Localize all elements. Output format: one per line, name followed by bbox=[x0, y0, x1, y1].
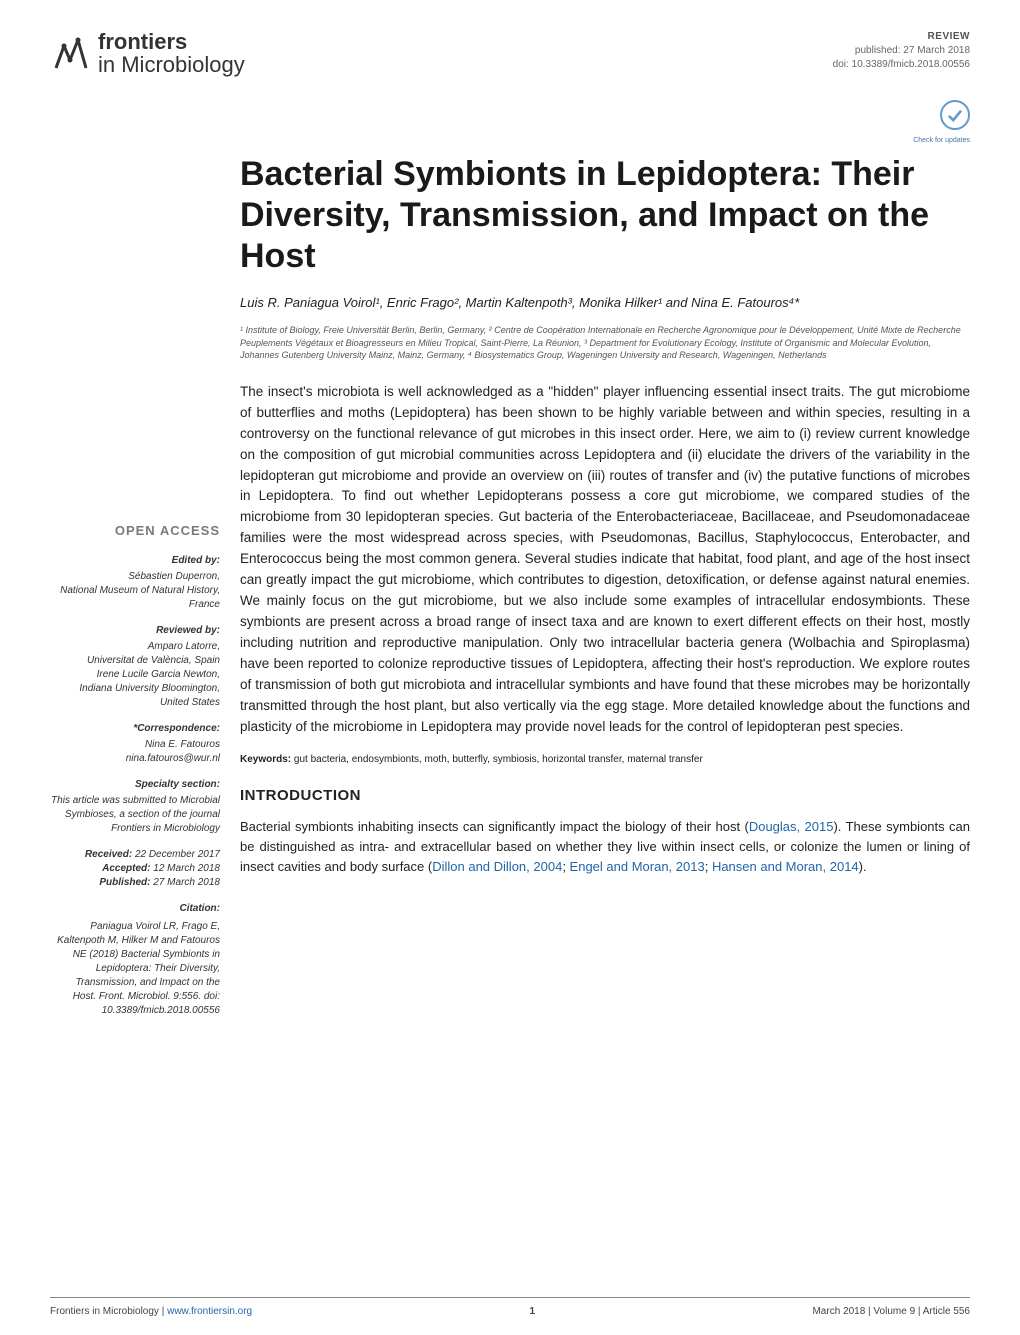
footer-issue: March 2018 | Volume 9 | Article 556 bbox=[812, 1306, 970, 1317]
keywords-label: Keywords: bbox=[240, 754, 291, 765]
journal-name: frontiers in Microbiology bbox=[98, 30, 245, 76]
citation-hansen[interactable]: Hansen and Moran, 2014 bbox=[712, 859, 859, 874]
main-content-area: OPEN ACCESS Edited by: Sébastien Duperro… bbox=[0, 362, 1020, 1018]
reviewer1-institution: Universitat de València, Spain bbox=[50, 654, 220, 668]
publication-metadata: REVIEW published: 27 March 2018 doi: 10.… bbox=[833, 30, 970, 72]
correspondence-label: *Correspondence: bbox=[50, 722, 220, 736]
journal-logo: frontiers in Microbiology bbox=[50, 30, 245, 76]
citation-text: Paniagua Voirol LR, Frago E, Kaltenpoth … bbox=[50, 920, 220, 1018]
footer-left: Frontiers in Microbiology | www.frontier… bbox=[50, 1306, 252, 1317]
specialty-label: Specialty section: bbox=[50, 778, 220, 792]
correspondence-email[interactable]: nina.fatouros@wur.nl bbox=[50, 752, 220, 766]
logo-text-journal: in Microbiology bbox=[98, 53, 245, 76]
edited-by-label: Edited by: bbox=[50, 554, 220, 568]
accepted-date: 12 March 2018 bbox=[153, 863, 220, 874]
publication-dates: Received: 22 December 2017 Accepted: 12 … bbox=[50, 848, 220, 890]
specialty-text: This article was submitted to Microbial … bbox=[50, 794, 220, 836]
intro-sep2: ; bbox=[705, 859, 712, 874]
page-header: frontiers in Microbiology REVIEW publish… bbox=[0, 0, 1020, 96]
keywords-block: Keywords: gut bacteria, endosymbionts, m… bbox=[240, 752, 970, 767]
email-link[interactable]: nina.fatouros@wur.nl bbox=[126, 753, 220, 764]
intro-end: ). bbox=[859, 859, 867, 874]
check-mark-icon bbox=[940, 100, 970, 130]
keywords-list: gut bacteria, endosymbionts, moth, butte… bbox=[294, 754, 703, 765]
intro-sep1: ; bbox=[562, 859, 569, 874]
article-body: The insect's microbiota is well acknowle… bbox=[240, 382, 970, 1018]
article-title: Bacterial Symbionts in Lepidoptera: Thei… bbox=[0, 144, 1020, 276]
reviewed-by-label: Reviewed by: bbox=[50, 624, 220, 638]
article-type: REVIEW bbox=[833, 30, 970, 44]
correspondence-name: Nina E. Fatouros bbox=[50, 738, 220, 752]
doi: doi: 10.3389/fmicb.2018.00556 bbox=[833, 58, 970, 72]
page-number: 1 bbox=[530, 1306, 536, 1317]
accepted-label: Accepted: bbox=[102, 863, 150, 874]
logo-text-frontiers: frontiers bbox=[98, 30, 245, 53]
affiliations: ¹ Institute of Biology, Freie Universitä… bbox=[0, 316, 1020, 362]
page-footer: Frontiers in Microbiology | www.frontier… bbox=[50, 1297, 970, 1317]
footer-url[interactable]: www.frontiersin.org bbox=[167, 1306, 252, 1317]
introduction-heading: INTRODUCTION bbox=[240, 785, 970, 808]
citation-douglas[interactable]: Douglas, 2015 bbox=[749, 819, 834, 834]
received-label: Received: bbox=[85, 849, 132, 860]
citation-dillon[interactable]: Dillon and Dillon, 2004 bbox=[432, 859, 562, 874]
received-date: 22 December 2017 bbox=[135, 849, 220, 860]
sidebar-metadata: OPEN ACCESS Edited by: Sébastien Duperro… bbox=[50, 382, 220, 1018]
abstract-text: The insect's microbiota is well acknowle… bbox=[240, 384, 970, 734]
footer-journal: Frontiers in Microbiology | bbox=[50, 1306, 167, 1317]
published-date: published: 27 March 2018 bbox=[833, 44, 970, 58]
editor-institution: National Museum of Natural History, Fran… bbox=[50, 584, 220, 612]
reviewer2-name: Irene Lucile Garcia Newton, bbox=[50, 668, 220, 682]
check-updates-label: Check for updates bbox=[0, 137, 970, 144]
editor-name: Sébastien Duperron, bbox=[50, 570, 220, 584]
citation-engel[interactable]: Engel and Moran, 2013 bbox=[570, 859, 705, 874]
citation-label: Citation: bbox=[50, 902, 220, 916]
check-updates-block: Check for updates bbox=[0, 96, 1020, 144]
published-label: Published: bbox=[99, 877, 150, 888]
author-list: Luis R. Paniagua Voirol¹, Enric Frago², … bbox=[0, 277, 1020, 317]
introduction-paragraph: Bacterial symbionts inhabiting insects c… bbox=[240, 817, 970, 877]
open-access-badge: OPEN ACCESS bbox=[50, 522, 220, 540]
abstract: The insect's microbiota is well acknowle… bbox=[240, 382, 970, 738]
reviewer1-name: Amparo Latorre, bbox=[50, 640, 220, 654]
reviewer2-institution: Indiana University Bloomington, United S… bbox=[50, 682, 220, 710]
published-date-sidebar: 27 March 2018 bbox=[153, 877, 220, 888]
intro-pre: Bacterial symbionts inhabiting insects c… bbox=[240, 819, 749, 834]
frontiers-logo-icon bbox=[50, 32, 92, 74]
check-updates-link[interactable]: Check for updates bbox=[0, 117, 970, 144]
